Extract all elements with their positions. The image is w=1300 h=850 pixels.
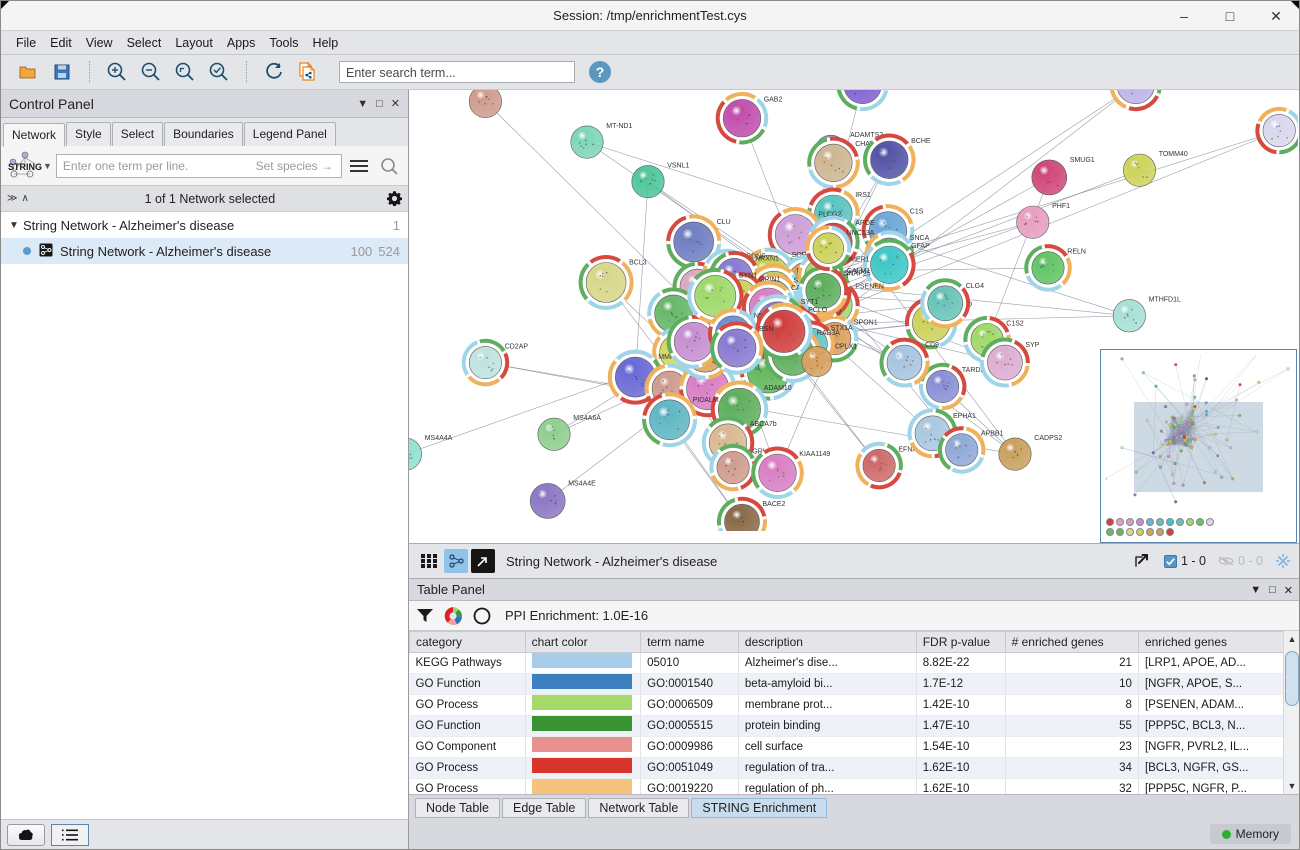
svg-text:CPLX1: CPLX1 <box>835 343 857 350</box>
svg-text:BCHE: BCHE <box>911 138 931 145</box>
svg-text:GAB2: GAB2 <box>764 96 783 103</box>
svg-text:CD2AP: CD2AP <box>505 343 529 350</box>
svg-text:ABCA7b: ABCA7b <box>750 421 777 428</box>
svg-text:SPON1: SPON1 <box>854 319 878 326</box>
svg-text:CADPS2: CADPS2 <box>1034 435 1062 442</box>
svg-text:UNC13A: UNC13A <box>847 230 875 237</box>
svg-text:APBB1: APBB1 <box>981 431 1004 438</box>
svg-text:SNCA: SNCA <box>910 235 930 242</box>
svg-text:BCL3: BCL3 <box>629 260 647 267</box>
svg-text:MS4A4A: MS4A4A <box>425 435 453 442</box>
svg-text:STRING: STRING <box>8 162 42 172</box>
svg-text:APOE: APOE <box>855 220 875 227</box>
svg-text:PCLO: PCLO <box>808 307 828 314</box>
svg-text:MS4A6A: MS4A6A <box>573 415 601 422</box>
svg-text:RAB3A: RAB3A <box>817 330 840 337</box>
svg-text:SNAP25: SNAP25 <box>844 270 871 277</box>
svg-text:IRS1: IRS1 <box>855 192 871 199</box>
svg-text:SMUG1: SMUG1 <box>1070 157 1095 164</box>
svg-text:SYP: SYP <box>1025 342 1039 349</box>
svg-text:CLG4: CLG4 <box>966 283 984 290</box>
svg-text:BSN: BSN <box>759 326 773 333</box>
svg-text:PHF1: PHF1 <box>1052 203 1070 210</box>
svg-text:PSENEN: PSENEN <box>855 284 884 291</box>
svg-text:TOMM40: TOMM40 <box>1159 151 1188 158</box>
svg-text:MTHFD1L: MTHFD1L <box>1149 297 1181 304</box>
svg-text:VSNL1: VSNL1 <box>667 162 689 169</box>
svg-text:MS4A4E: MS4A4E <box>568 480 596 487</box>
svg-text:SYN1: SYN1 <box>739 272 757 279</box>
svg-text:C1S2: C1S2 <box>1006 320 1024 327</box>
svg-text:EPHA1: EPHA1 <box>953 413 976 420</box>
svg-text:C1S: C1S <box>910 209 924 216</box>
svg-text:NRXN1: NRXN1 <box>755 255 779 262</box>
svg-text:CD9: CD9 <box>925 342 939 349</box>
svg-text:SYT1: SYT1 <box>801 299 819 306</box>
svg-text:MT-ND1: MT-ND1 <box>606 123 632 130</box>
svg-text:RELN: RELN <box>1067 249 1086 256</box>
svg-text:ADAM10: ADAM10 <box>764 385 792 392</box>
svg-text:GFAP: GFAP <box>911 243 930 250</box>
svg-text:PICALM: PICALM <box>693 397 719 404</box>
svg-text:KIAA1149: KIAA1149 <box>799 451 830 458</box>
svg-text:CLU: CLU <box>717 219 731 226</box>
svg-text:BACE2: BACE2 <box>763 501 786 508</box>
